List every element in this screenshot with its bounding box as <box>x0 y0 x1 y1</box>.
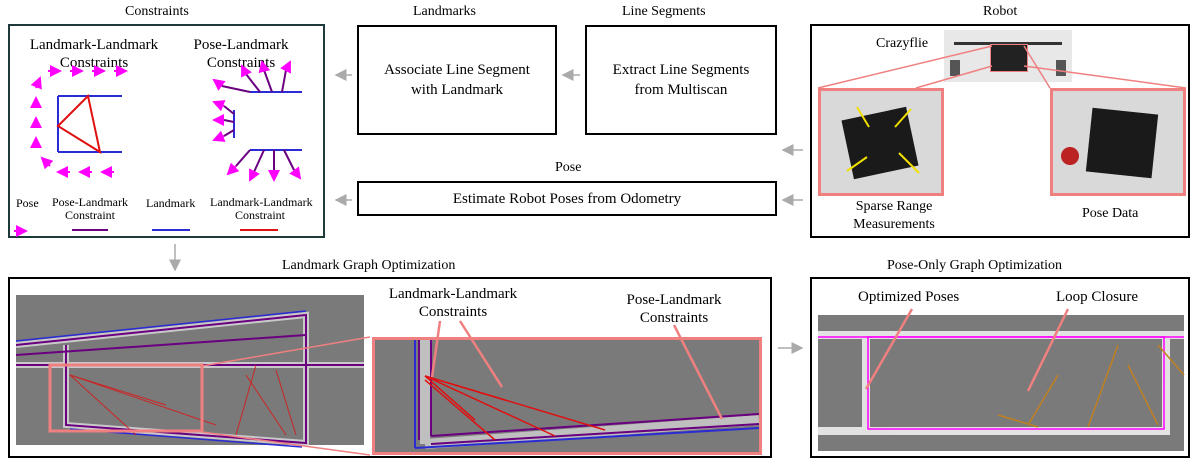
lgo-pl-line1: Pose-Landmark <box>614 291 734 309</box>
lgo-pl-label: Pose-Landmark Constraints <box>614 291 734 327</box>
lgo-ll-line2: Constraints <box>378 303 528 321</box>
lgo-ll-label: Landmark-Landmark Constraints <box>378 285 528 321</box>
lgo-pl-line2: Constraints <box>614 309 734 327</box>
pose-callout-arrows <box>812 279 1192 460</box>
loop-closure-label: Loop Closure <box>1056 289 1138 306</box>
pose-graph-panel: Optimized Poses Loop Closure <box>810 277 1190 458</box>
optimized-poses-label: Optimized Poses <box>858 289 959 306</box>
landmark-graph-panel: Landmark-Landmark Constraints Pose-Landm… <box>8 277 772 458</box>
lgo-ll-line1: Landmark-Landmark <box>378 285 528 303</box>
